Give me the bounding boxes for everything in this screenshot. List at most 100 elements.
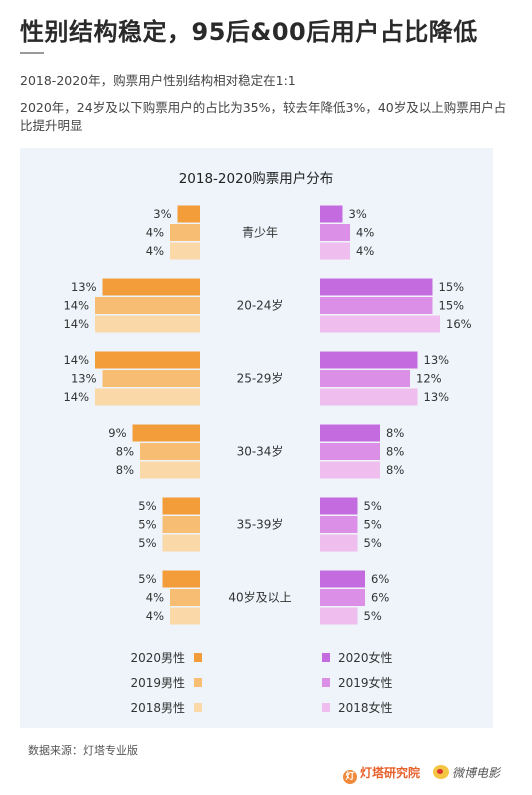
weibo-logo-icon xyxy=(433,765,449,779)
data-label-2018男性-35-39岁: 5% xyxy=(138,536,156,550)
data-label-2020女性-25-29岁: 13% xyxy=(424,353,450,367)
legend-swatch-2018男性 xyxy=(194,703,202,712)
bar-2020女性-30-34岁 xyxy=(320,424,380,442)
data-label-2018男性-青少年: 4% xyxy=(146,244,164,258)
data-label-2018女性-20-24岁: 16% xyxy=(446,317,472,331)
data-source: 数据来源：灯塔专业版 xyxy=(28,744,138,757)
bar-2018女性-40岁及以上 xyxy=(320,607,358,625)
bar-2020男性-30-34岁 xyxy=(132,424,200,442)
legend-swatch-2020男性 xyxy=(194,653,202,662)
data-label-2019女性-35-39岁: 5% xyxy=(364,518,382,532)
bar-2018男性-20-24岁 xyxy=(95,315,200,333)
data-label-2018男性-20-24岁: 14% xyxy=(63,317,89,331)
legend-label-2020男性: 2020男性 xyxy=(130,651,185,665)
data-label-2019女性-40岁及以上: 6% xyxy=(371,591,389,605)
category-label: 25-29岁 xyxy=(237,371,284,386)
data-label-2020男性-30-34岁: 9% xyxy=(108,426,126,440)
page-subtitle: 2018-2020年，购票用户性别结构相对稳定在1:1 xyxy=(20,73,296,88)
title-divider xyxy=(20,52,44,54)
bar-2020男性-青少年 xyxy=(177,205,200,223)
legend-swatch-2019男性 xyxy=(194,678,202,687)
bar-2019女性-30-34岁 xyxy=(320,443,380,460)
legend-swatch-2018女性 xyxy=(322,703,330,712)
bar-2019女性-35-39岁 xyxy=(320,516,358,533)
bar-2018女性-30-34岁 xyxy=(320,461,380,479)
data-label-2019女性-20-24岁: 15% xyxy=(439,299,465,313)
bar-2018女性-25-29岁 xyxy=(320,388,418,406)
bar-2019男性-青少年 xyxy=(170,224,200,241)
legend-label-2019男性: 2019男性 xyxy=(130,676,185,690)
data-label-2019男性-30-34岁: 8% xyxy=(116,445,134,459)
data-label-2018女性-40岁及以上: 5% xyxy=(364,609,382,623)
weibo-logo: 微博电影 xyxy=(433,764,500,781)
bar-2020男性-20-24岁 xyxy=(102,278,200,296)
bar-2020男性-40岁及以上 xyxy=(162,570,200,588)
data-label-2020男性-25-29岁: 14% xyxy=(63,353,89,367)
bar-2018女性-20-24岁 xyxy=(320,315,440,333)
data-label-2018女性-青少年: 4% xyxy=(356,244,374,258)
bar-2020男性-25-29岁 xyxy=(95,351,200,369)
legend-label-2018男性: 2018男性 xyxy=(130,701,185,715)
legend-label-2019女性: 2019女性 xyxy=(338,675,393,690)
data-label-2018男性-30-34岁: 8% xyxy=(116,463,134,477)
data-label-2020男性-20-24岁: 13% xyxy=(71,280,97,294)
bar-2019女性-25-29岁 xyxy=(320,370,410,387)
bar-2020男性-35-39岁 xyxy=(162,497,200,515)
bar-2019女性-20-24岁 xyxy=(320,297,433,314)
legend-swatch-2019女性 xyxy=(322,678,330,687)
chart-title: 2018-2020购票用户分布 xyxy=(179,170,334,187)
data-label-2019男性-40岁及以上: 4% xyxy=(146,591,164,605)
data-label-2019女性-青少年: 4% xyxy=(356,226,374,240)
category-label: 青少年 xyxy=(242,226,278,240)
bar-2020女性-40岁及以上 xyxy=(320,570,365,588)
bar-2020女性-35-39岁 xyxy=(320,497,358,515)
data-label-2020女性-35-39岁: 5% xyxy=(364,499,382,513)
category-label: 40岁及以上 xyxy=(228,590,291,605)
dengta-logo-text: 灯塔研究院 xyxy=(360,766,421,780)
data-label-2019男性-20-24岁: 14% xyxy=(63,299,89,313)
legend-label-2018女性: 2018女性 xyxy=(338,700,393,715)
data-label-2020男性-35-39岁: 5% xyxy=(138,499,156,513)
bar-2020女性-25-29岁 xyxy=(320,351,418,369)
bar-2019男性-20-24岁 xyxy=(95,297,200,314)
data-label-2019男性-25-29岁: 13% xyxy=(71,372,97,386)
bar-2018男性-35-39岁 xyxy=(162,534,200,552)
data-label-2020女性-40岁及以上: 6% xyxy=(371,572,389,586)
bar-2019男性-30-34岁 xyxy=(140,443,200,460)
data-label-2020女性-20-24岁: 15% xyxy=(439,280,465,294)
data-label-2018男性-40岁及以上: 4% xyxy=(146,609,164,623)
bar-2019女性-40岁及以上 xyxy=(320,589,365,606)
bar-2018男性-青少年 xyxy=(170,242,200,260)
data-label-2019男性-35-39岁: 5% xyxy=(138,518,156,532)
data-label-2018女性-35-39岁: 5% xyxy=(364,536,382,550)
chart-panel: 2018-2020购票用户分布 3% 3% 4% 4% 4% 4% 青少年 13% 15% 14% 1… xyxy=(20,148,493,728)
bar-2019男性-40岁及以上 xyxy=(170,589,200,606)
category-label: 30-34岁 xyxy=(237,444,284,459)
data-label-2020女性-青少年: 3% xyxy=(349,207,367,221)
data-label-2018女性-30-34岁: 8% xyxy=(386,463,404,477)
category-label: 35-39岁 xyxy=(237,517,284,532)
data-label-2019男性-青少年: 4% xyxy=(146,226,164,240)
bar-2018女性-青少年 xyxy=(320,242,350,260)
category-label: 20-24岁 xyxy=(237,298,284,313)
bar-2018男性-40岁及以上 xyxy=(170,607,200,625)
bar-2020女性-20-24岁 xyxy=(320,278,433,296)
butterfly-chart: 2018-2020购票用户分布 3% 3% 4% 4% 4% 4% 青少年 13% 15% 14% 1… xyxy=(63,170,472,715)
legend-swatch-2020女性 xyxy=(322,653,330,662)
data-label-2019女性-25-29岁: 12% xyxy=(416,372,442,386)
bar-2019男性-35-39岁 xyxy=(162,516,200,533)
data-label-2018女性-25-29岁: 13% xyxy=(424,390,450,404)
bar-2018男性-30-34岁 xyxy=(140,461,200,479)
bar-2018女性-35-39岁 xyxy=(320,534,358,552)
bar-2020女性-青少年 xyxy=(320,205,343,223)
legend-label-2020女性: 2020女性 xyxy=(338,650,393,665)
data-label-2018男性-25-29岁: 14% xyxy=(63,390,89,404)
bar-2019女性-青少年 xyxy=(320,224,350,241)
dengta-logo-icon: 灯 xyxy=(343,770,357,784)
bar-2019男性-25-29岁 xyxy=(102,370,200,387)
bar-2018男性-25-29岁 xyxy=(95,388,200,406)
dengta-logo: 灯灯塔研究院 xyxy=(343,764,420,784)
data-label-2020男性-40岁及以上: 5% xyxy=(138,572,156,586)
weibo-logo-text: 微博电影 xyxy=(452,766,501,780)
data-label-2020男性-青少年: 3% xyxy=(153,207,171,221)
